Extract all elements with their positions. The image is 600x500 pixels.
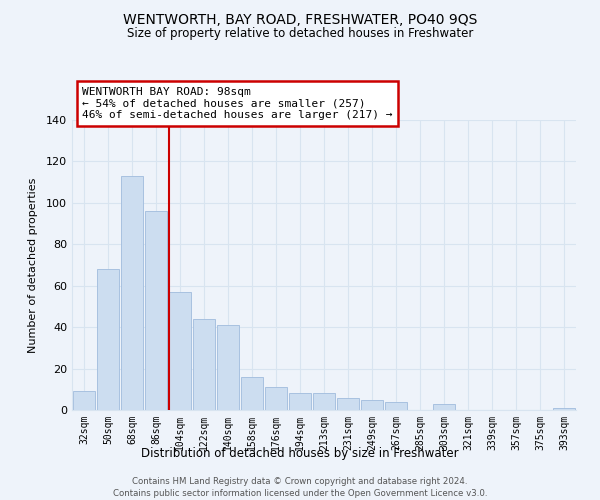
Bar	[337, 398, 359, 410]
Bar	[433, 404, 455, 410]
Text: Contains public sector information licensed under the Open Government Licence v3: Contains public sector information licen…	[113, 489, 487, 498]
Bar	[553, 408, 575, 410]
Bar	[193, 319, 215, 410]
Bar	[73, 392, 95, 410]
Y-axis label: Number of detached properties: Number of detached properties	[28, 178, 38, 352]
Text: Contains HM Land Registry data © Crown copyright and database right 2024.: Contains HM Land Registry data © Crown c…	[132, 478, 468, 486]
Bar	[385, 402, 407, 410]
Text: Size of property relative to detached houses in Freshwater: Size of property relative to detached ho…	[127, 28, 473, 40]
Text: Distribution of detached houses by size in Freshwater: Distribution of detached houses by size …	[141, 448, 459, 460]
Bar	[313, 394, 335, 410]
Bar	[265, 387, 287, 410]
Bar	[121, 176, 143, 410]
Text: WENTWORTH BAY ROAD: 98sqm
← 54% of detached houses are smaller (257)
46% of semi: WENTWORTH BAY ROAD: 98sqm ← 54% of detac…	[82, 87, 392, 120]
Bar	[169, 292, 191, 410]
Bar	[97, 269, 119, 410]
Text: WENTWORTH, BAY ROAD, FRESHWATER, PO40 9QS: WENTWORTH, BAY ROAD, FRESHWATER, PO40 9Q…	[123, 12, 477, 26]
Bar	[145, 211, 167, 410]
Bar	[241, 377, 263, 410]
Bar	[289, 394, 311, 410]
Bar	[361, 400, 383, 410]
Bar	[217, 325, 239, 410]
